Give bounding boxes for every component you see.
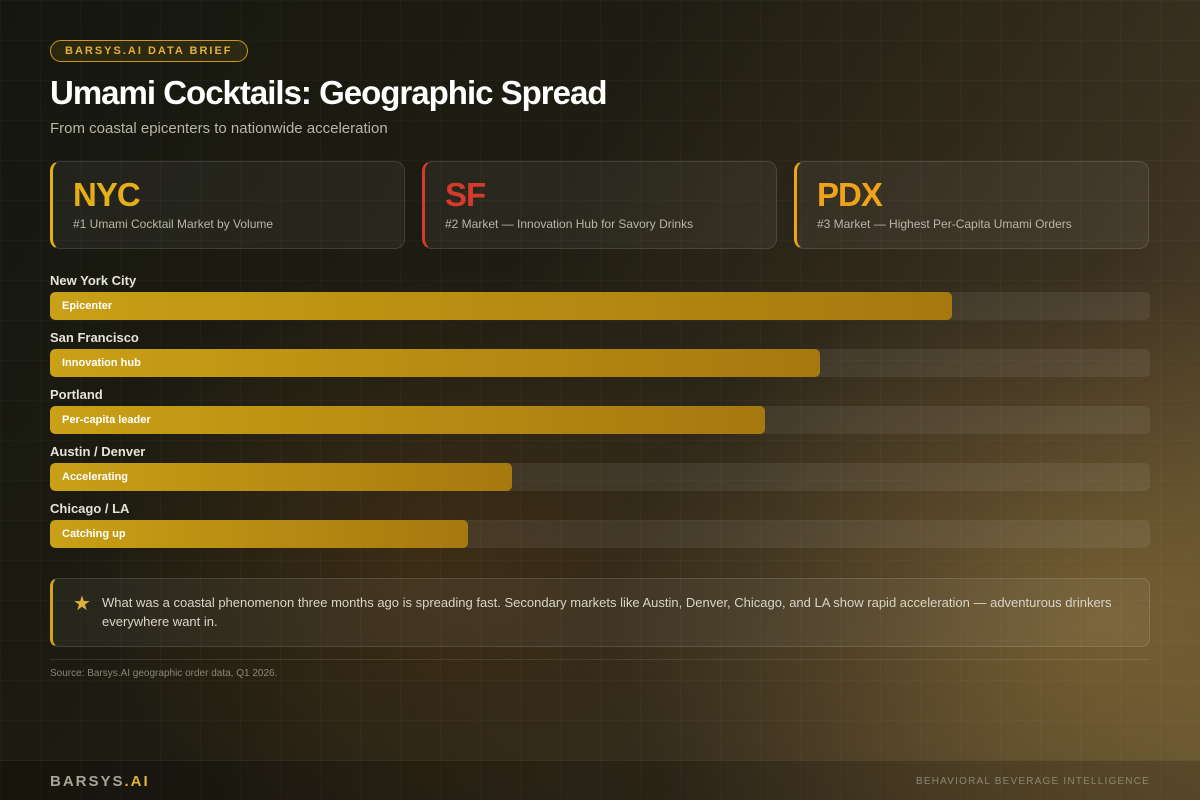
market-card-sf: SF #2 Market — Innovation Hub for Savory… xyxy=(422,161,777,249)
star-icon: ★ xyxy=(73,593,91,615)
bar-value-label: Epicenter xyxy=(62,300,113,312)
footer: BARSYS.AI BEHAVIORAL BEVERAGE INTELLIGEN… xyxy=(0,760,1200,800)
footer-tagline: BEHAVIORAL BEVERAGE INTELLIGENCE xyxy=(915,776,1150,787)
bar-track: Per-capita leader xyxy=(50,406,1150,434)
brand-logo: BARSYS.AI xyxy=(50,773,150,790)
divider xyxy=(50,659,1150,660)
bar xyxy=(50,520,468,548)
bar-value-label: Innovation hub xyxy=(62,357,141,369)
bar-row: Portland Per-capita leader xyxy=(50,387,1150,444)
market-code: NYC xyxy=(73,176,141,213)
bar-track: Catching up xyxy=(50,520,1150,548)
brief-badge: BARSYS.AI DATA BRIEF xyxy=(50,40,248,62)
market-description: #1 Umami Cocktail Market by Volume xyxy=(73,217,274,231)
bar xyxy=(50,292,952,320)
market-card-pdx: PDX #3 Market — Highest Per-Capita Umami… xyxy=(794,161,1149,249)
bar-category-label: Portland xyxy=(50,387,103,402)
page-subtitle: From coastal epicenters to nationwide ac… xyxy=(50,120,388,137)
logo-main: BARSYS xyxy=(50,773,125,790)
bar-track: Accelerating xyxy=(50,463,1150,491)
bar-category-label: Chicago / LA xyxy=(50,501,130,516)
insight-callout: ★ What was a coastal phenomenon three mo… xyxy=(50,578,1150,647)
page-title: Umami Cocktails: Geographic Spread xyxy=(50,74,608,111)
bar-row: Chicago / LA Catching up xyxy=(50,501,1150,558)
insight-text: What was a coastal phenomenon three mont… xyxy=(102,595,1112,629)
bar-category-label: San Francisco xyxy=(50,330,139,345)
market-card-nyc: NYC #1 Umami Cocktail Market by Volume xyxy=(50,161,405,249)
bar-category-label: New York City xyxy=(50,273,137,288)
market-cards: NYC #1 Umami Cocktail Market by Volume S… xyxy=(50,161,1150,249)
source-note: Source: Barsys.AI geographic order data,… xyxy=(50,668,278,679)
bar-row: New York City Epicenter xyxy=(50,273,1150,330)
bar xyxy=(50,349,820,377)
market-description: #3 Market — Highest Per-Capita Umami Ord… xyxy=(817,217,1072,231)
logo-accent: .AI xyxy=(124,773,150,790)
spread-bar-chart: New York City Epicenter San Francisco In… xyxy=(50,273,1150,558)
bar-value-label: Per-capita leader xyxy=(62,414,151,426)
bar-row: San Francisco Innovation hub xyxy=(50,330,1150,387)
market-code: SF xyxy=(445,176,486,213)
bar-track: Innovation hub xyxy=(50,349,1150,377)
bar-value-label: Catching up xyxy=(62,528,126,540)
bar-track: Epicenter xyxy=(50,292,1150,320)
market-code: PDX xyxy=(817,176,883,213)
main-content: BARSYS.AI DATA BRIEF Umami Cocktails: Ge… xyxy=(50,40,1150,679)
market-description: #2 Market — Innovation Hub for Savory Dr… xyxy=(445,217,694,231)
bar-value-label: Accelerating xyxy=(62,471,129,483)
bar xyxy=(50,406,765,434)
bar-row: Austin / Denver Accelerating xyxy=(50,444,1150,501)
bar xyxy=(50,463,512,491)
bar-category-label: Austin / Denver xyxy=(50,444,146,459)
